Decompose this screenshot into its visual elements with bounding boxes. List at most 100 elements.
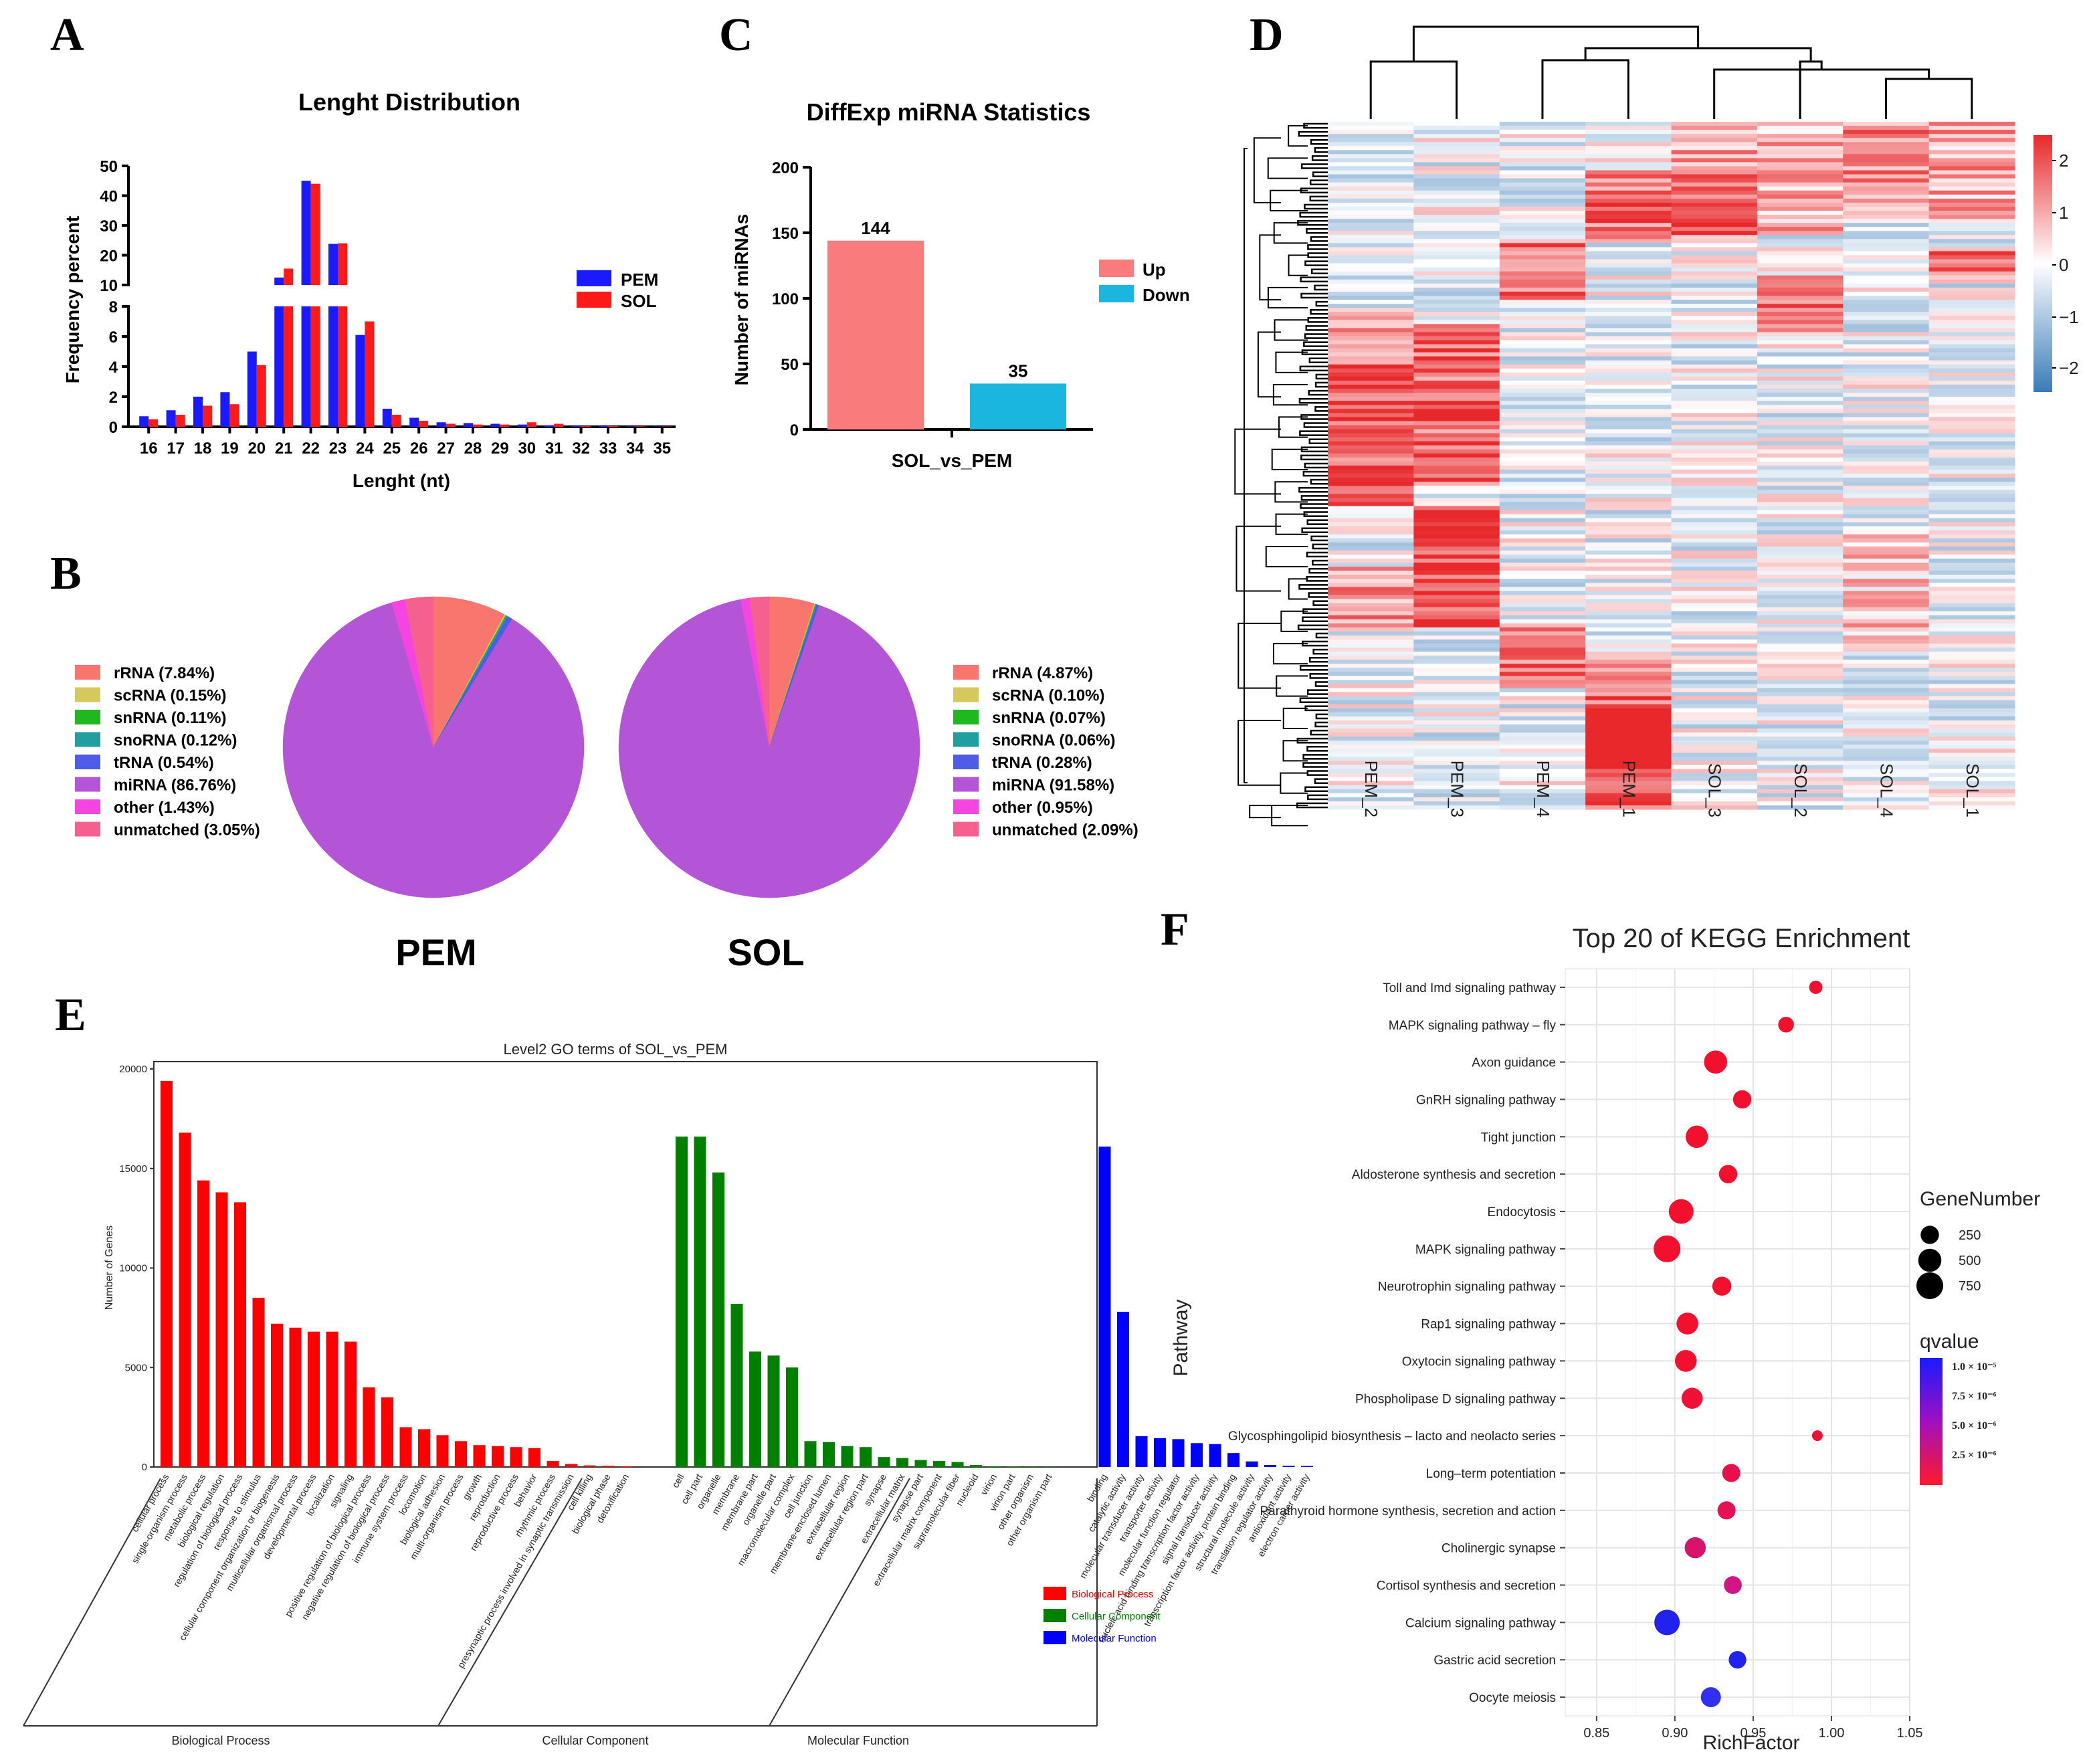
heatmap-cell xyxy=(1671,178,1758,183)
dendrogram-link xyxy=(1288,254,1308,276)
heatmap-cell xyxy=(1413,793,1500,798)
heatmap-cell xyxy=(1928,587,2015,591)
dendrogram-link xyxy=(1310,478,1328,485)
heatmap-cell xyxy=(1928,409,2015,413)
heatmap-cell xyxy=(1585,559,1672,563)
e-ytick-label: 10000 xyxy=(119,1263,147,1274)
heatmap-cell xyxy=(1928,421,2015,426)
heatmap-cell xyxy=(1843,712,1930,717)
a-bar-sol-lower xyxy=(635,426,645,427)
heatmap-cell xyxy=(1843,263,1930,268)
heatmap-cell xyxy=(1671,126,1758,130)
dendrogram-link xyxy=(1314,778,1328,784)
heatmap-cell xyxy=(1499,607,1586,612)
heatmap-cell xyxy=(1585,534,1672,539)
heatmap-cell xyxy=(1843,765,1930,770)
heatmap-cell xyxy=(1413,182,1500,187)
heatmap-cell xyxy=(1413,166,1500,171)
heatmap-cell xyxy=(1585,696,1672,701)
dendrogram-link xyxy=(1306,576,1328,582)
dendrogram-link xyxy=(1244,148,1248,783)
heatmap-cell xyxy=(1843,239,1930,243)
heatmap-cell xyxy=(1413,348,1500,353)
heatmap-cell xyxy=(1585,239,1672,243)
heatmap-cell xyxy=(1671,623,1758,628)
heatmap-cell xyxy=(1328,429,1414,434)
heatmap-cell xyxy=(1499,769,1586,774)
dendrogram-link xyxy=(1304,260,1328,266)
heatmap-cell xyxy=(1928,720,2015,725)
e-bar xyxy=(1117,1311,1129,1467)
heatmap-cell xyxy=(1328,308,1414,312)
heatmap-cell xyxy=(1671,279,1758,284)
heatmap-cell xyxy=(1757,745,1844,749)
heatmap-cell xyxy=(1671,328,1758,332)
heatmap-cell xyxy=(1499,126,1586,130)
heatmap-cell xyxy=(1413,190,1500,195)
e-group-label: Molecular Function xyxy=(807,1734,909,1747)
heatmap-cell xyxy=(1928,449,2015,454)
heatmap-cell xyxy=(1328,712,1414,717)
heatmap-cell xyxy=(1928,514,2015,519)
size-legend-label: 500 xyxy=(1959,1254,1981,1268)
heatmap-cell xyxy=(1413,619,1500,624)
heatmap-cell xyxy=(1843,300,1930,304)
f-point xyxy=(1685,1125,1708,1148)
heatmap-cell xyxy=(1928,372,2015,377)
f-pathway-label: Aldosterone synthesis and secretion xyxy=(1352,1168,1556,1182)
heatmap-cell xyxy=(1928,652,2015,656)
heatmap-cell xyxy=(1843,724,1930,729)
heatmap-cell xyxy=(1671,737,1758,741)
heatmap-cell xyxy=(1928,130,2015,134)
heatmap-cell xyxy=(1413,704,1500,709)
heatmap-cell xyxy=(1328,130,1414,134)
heatmap-cell xyxy=(1843,130,1930,134)
a-bar-pem-lower xyxy=(436,422,446,427)
heatmap-cell xyxy=(1585,150,1672,155)
panel-a-ylabel: Frequency percent xyxy=(62,216,83,384)
a-bar-pem-lower xyxy=(544,425,555,427)
heatmap-cell xyxy=(1671,170,1758,175)
heatmap-cell xyxy=(1843,291,1930,296)
heatmap-cell xyxy=(1499,308,1586,312)
heatmap-cell xyxy=(1843,364,1930,369)
heatmap-cell xyxy=(1843,595,1930,600)
heatmap-cell xyxy=(1328,457,1414,462)
heatmap-cell xyxy=(1843,611,1930,616)
a-bar-pem-lower xyxy=(464,423,473,427)
heatmap-cell xyxy=(1499,433,1586,438)
heatmap-cell xyxy=(1328,737,1414,741)
dendrogram-link xyxy=(1309,656,1328,663)
heatmap-cell xyxy=(1585,368,1672,373)
heatmap-column-label: PEM_2 xyxy=(1361,761,1381,817)
heatmap-cell xyxy=(1328,219,1414,223)
dendrogram-link xyxy=(1312,171,1328,177)
heatmap-cell xyxy=(1328,146,1414,151)
heatmap-cell xyxy=(1757,482,1844,486)
heatmap-cell xyxy=(1328,421,1414,426)
f-point xyxy=(1722,1464,1741,1482)
heatmap-cell xyxy=(1757,664,1844,668)
e-bar xyxy=(914,1460,927,1467)
heatmap-cell xyxy=(1499,676,1586,680)
heatmap-cell xyxy=(1843,429,1930,434)
heatmap-cell xyxy=(1757,761,1844,765)
heatmap-cell xyxy=(1757,271,1844,276)
dendrogram-link xyxy=(1300,495,1328,501)
heatmap-cell xyxy=(1757,510,1844,515)
heatmap-cell xyxy=(1413,296,1500,300)
heatmap-cell xyxy=(1585,308,1672,312)
a-xtick-label: 17 xyxy=(167,439,185,458)
e-bar xyxy=(786,1367,798,1467)
heatmap-cell xyxy=(1928,425,2015,430)
heatmap-cell xyxy=(1757,656,1844,660)
heatmap-cell xyxy=(1928,550,2015,555)
heatmap-cell xyxy=(1757,291,1844,296)
heatmap-cell xyxy=(1585,482,1672,486)
heatmap-cell xyxy=(1757,494,1844,498)
heatmap-cell xyxy=(1757,550,1844,555)
heatmap-cell xyxy=(1757,385,1844,389)
heatmap-cell xyxy=(1328,263,1414,268)
heatmap-cell xyxy=(1928,158,2015,163)
